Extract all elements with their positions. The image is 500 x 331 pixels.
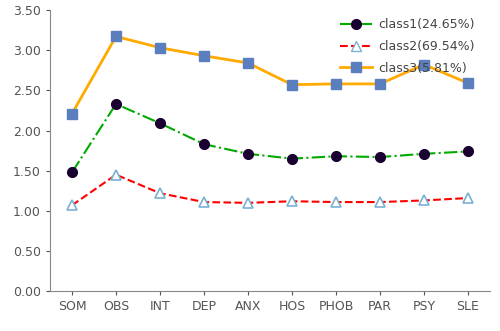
Legend: class1(24.65%), class2(69.54%), class3(5.81%): class1(24.65%), class2(69.54%), class3(5…	[336, 13, 480, 80]
